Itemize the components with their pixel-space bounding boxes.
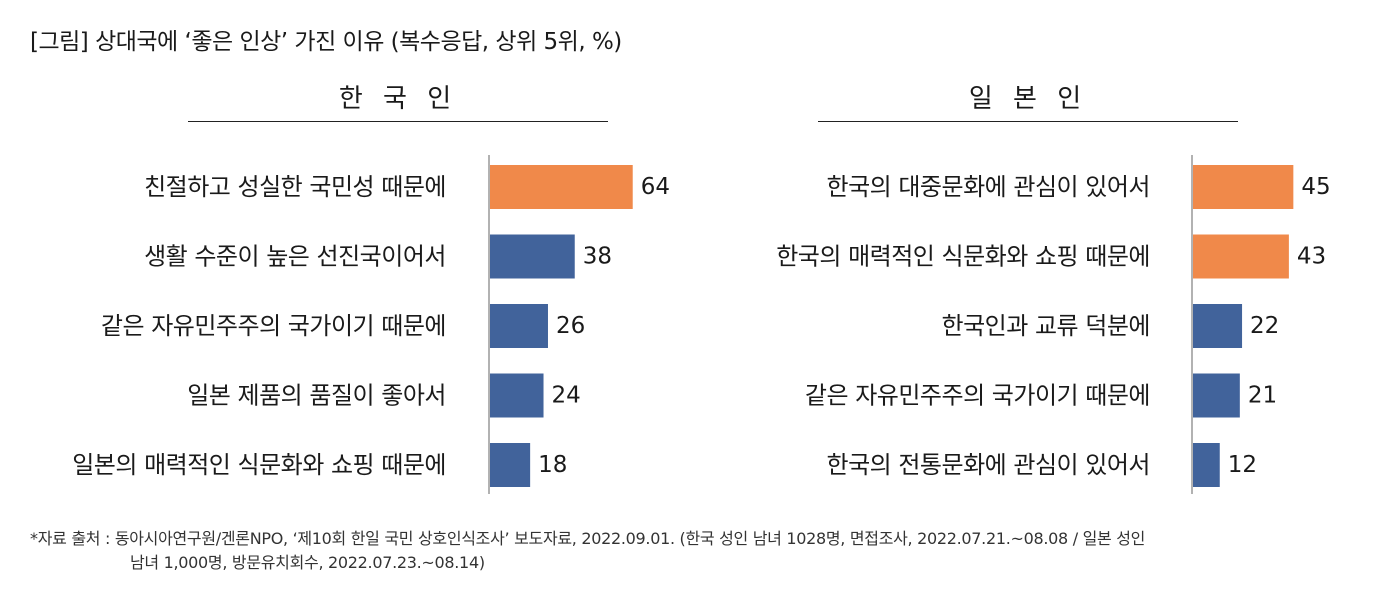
value-label-korea-2: 26 (556, 313, 585, 339)
panel-rule-korea (188, 121, 608, 122)
value-label-japan-1: 43 (1297, 244, 1326, 270)
bar-japan-0 (1193, 165, 1294, 209)
panel-rule-japan (818, 121, 1238, 122)
category-label-korea-3: 일본 제품의 품질이 좋아서 (187, 382, 446, 410)
bar-korea-2 (490, 304, 548, 348)
category-label-japan-4: 한국의 전통문화에 관심이 있어서 (826, 451, 1150, 479)
category-label-japan-1: 한국의 매력적인 식문화와 쇼핑 때문에 (776, 243, 1150, 271)
bar-japan-1 (1193, 234, 1289, 279)
bar-korea-4 (490, 443, 531, 487)
category-label-japan-3: 같은 자유민주주의 국가이기 때문에 (805, 382, 1150, 410)
bar-japan-4 (1193, 443, 1220, 487)
source-note: *자료 출처 : 동아시아연구원/겐론NPO, ‘제10회 한일 국민 상호인식… (30, 527, 1145, 575)
panel-title-korea: 한 국 인 (338, 84, 458, 114)
value-label-japan-2: 22 (1250, 313, 1279, 339)
category-label-korea-1: 생활 수준이 높은 선진국이어서 (144, 243, 446, 271)
value-label-korea-0: 64 (641, 174, 670, 200)
value-label-japan-0: 45 (1301, 174, 1330, 200)
bar-japan-2 (1193, 304, 1243, 348)
category-label-japan-0: 한국의 대중문화에 관심이 있어서 (826, 173, 1150, 201)
bar-korea-3 (490, 373, 544, 418)
category-label-japan-2: 한국인과 교류 덕분에 (942, 312, 1150, 340)
value-label-korea-4: 18 (538, 452, 567, 478)
bar-japan-3 (1193, 373, 1240, 418)
value-label-korea-3: 24 (552, 383, 581, 409)
value-label-japan-3: 21 (1248, 383, 1277, 409)
category-label-korea-0: 친절하고 성실한 국민성 때문에 (144, 173, 446, 201)
panel-title-japan: 일 본 인 (968, 84, 1088, 114)
bar-korea-0 (490, 165, 633, 209)
bar-korea-1 (490, 234, 575, 279)
source-line-2: 남녀 1,000명, 방문유치회수, 2022.07.23.~08.14) (130, 553, 485, 572)
category-label-korea-2: 같은 자유민주주의 국가이기 때문에 (101, 312, 446, 340)
category-label-korea-4: 일본의 매력적인 식문화와 쇼핑 때문에 (72, 451, 446, 479)
value-label-japan-4: 12 (1228, 452, 1257, 478)
source-line-1: *자료 출처 : 동아시아연구원/겐론NPO, ‘제10회 한일 국민 상호인식… (30, 529, 1146, 548)
figure-title: [그림] 상대국에 ‘좋은 인상’ 가진 이유 (복수응답, 상위 5위, %) (30, 29, 622, 55)
value-label-korea-1: 38 (583, 244, 612, 270)
